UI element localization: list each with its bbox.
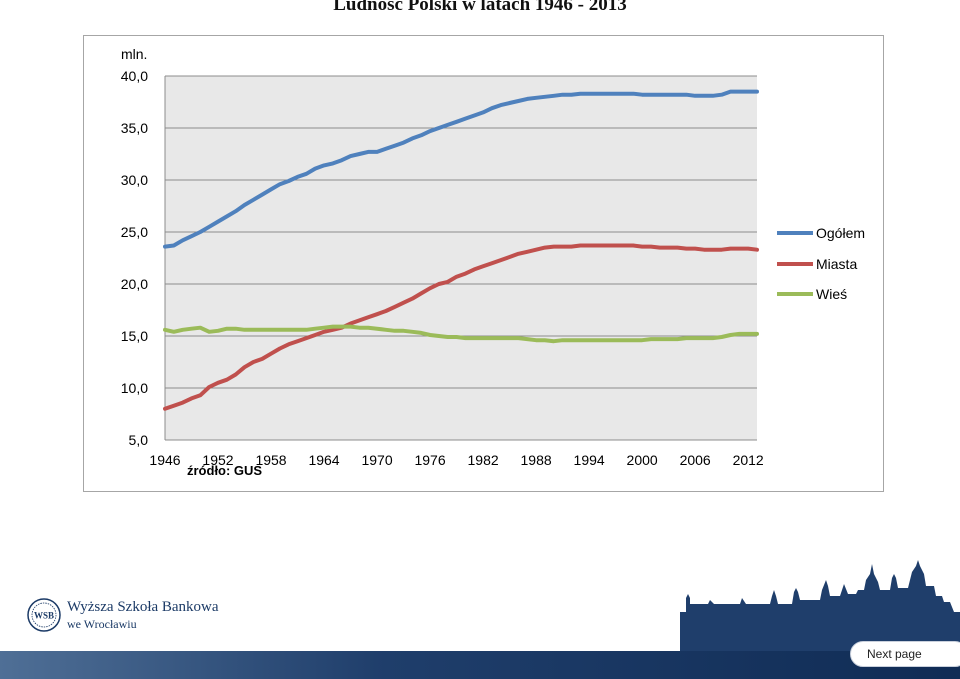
y-tick-label: 25,0 xyxy=(121,224,148,240)
y-tick-label: 35,0 xyxy=(121,120,148,136)
y-tick-label: 10,0 xyxy=(121,380,148,396)
y-tick-label: 40,0 xyxy=(121,68,148,84)
y-tick-label: 5,0 xyxy=(129,432,149,448)
slide-title: Ludność Polski w latach 1946 - 2013 xyxy=(333,0,627,15)
series-line-3 xyxy=(163,324,759,344)
next-page-label: Next page xyxy=(867,647,922,661)
city-skyline-icon xyxy=(680,560,960,655)
y-axis-label: mln. xyxy=(121,46,147,62)
x-tick-label: 1976 xyxy=(414,452,445,468)
source-note: źródło: GUS xyxy=(187,463,263,478)
x-tick-label: 1964 xyxy=(308,452,339,468)
footer-bar xyxy=(0,651,960,679)
legend-label: Ogółem xyxy=(816,225,865,241)
logo-city: we Wrocławiu xyxy=(67,617,137,631)
x-tick-label: 1988 xyxy=(521,452,552,468)
next-page-button[interactable]: Next page xyxy=(850,641,960,667)
x-tick-label: 2006 xyxy=(680,452,711,468)
chart-frame: 5,0 10,0 15,0 20,0 25,0 30,0 35,0 40,0 mln. 1946 1… xyxy=(83,35,884,492)
x-tick-label: 1946 xyxy=(149,452,180,468)
x-tick-label: 1994 xyxy=(574,452,605,468)
seal-text: WSB xyxy=(34,611,54,621)
y-tick-label: 20,0 xyxy=(121,276,148,292)
line-chart: 5,0 10,0 15,0 20,0 25,0 30,0 35,0 40,0 mln. 1946 1… xyxy=(121,46,865,468)
x-tick-label: 2000 xyxy=(627,452,658,468)
plot-area xyxy=(165,76,757,440)
legend-label: Miasta xyxy=(816,256,857,272)
x-tick-label: 1958 xyxy=(255,452,286,468)
logo-name: Wyższa Szkoła Bankowa xyxy=(67,599,219,615)
x-tick-label: 1970 xyxy=(361,452,392,468)
seal-icon: WSB xyxy=(27,598,61,632)
series-line-2 xyxy=(163,243,759,411)
x-tick-label: 1982 xyxy=(468,452,499,468)
y-tick-label: 30,0 xyxy=(121,172,148,188)
university-logo: WSB Wyższa Szkoła Bankowa we Wrocławiu xyxy=(27,598,257,638)
series-line-1 xyxy=(163,89,759,249)
legend-label: Wieś xyxy=(816,286,847,302)
x-tick-label: 2012 xyxy=(733,452,764,468)
x-tick-label: 1952 xyxy=(202,452,233,468)
y-tick-label: 15,0 xyxy=(121,328,148,344)
